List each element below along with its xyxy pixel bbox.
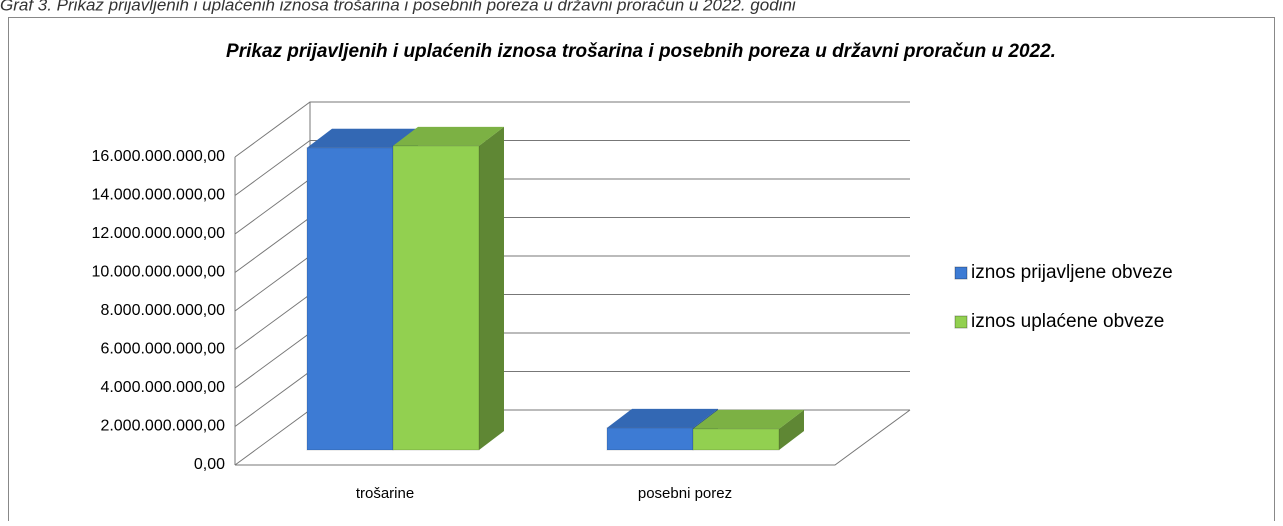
bar — [692, 428, 780, 451]
x-tick-label: posebni porez — [638, 485, 732, 502]
bar-side — [779, 409, 804, 450]
legend-swatch — [954, 315, 968, 329]
y-tick-label: 8.000.000.000,00 — [100, 302, 225, 319]
bar-top-shade — [607, 408, 718, 428]
bar-top-shade — [307, 128, 418, 148]
y-tick-label: 10.000.000.000,00 — [92, 264, 226, 281]
bar-top — [607, 408, 718, 428]
y-tick-label: 0,00 — [194, 456, 225, 473]
bar-side-shade — [779, 409, 804, 450]
legend-label: iznos prijavljene obveze — [971, 262, 1173, 283]
bar-top — [307, 128, 418, 148]
bar — [392, 145, 480, 451]
bar-top — [393, 126, 504, 146]
y-tick-label: 14.000.000.000,00 — [92, 187, 226, 204]
bar — [606, 427, 694, 451]
chart-frame — [8, 17, 1275, 526]
caption: Graf 3. Prikaz prijavljenih i uplaćenih … — [0, 0, 797, 14]
y-tick-label: 4.000.000.000,00 — [100, 379, 225, 396]
bar-side — [479, 126, 504, 450]
bar — [306, 147, 394, 451]
y-tick-label: 6.000.000.000,00 — [100, 341, 225, 358]
bar-top-shade — [693, 409, 804, 429]
y-tick-label: 12.000.000.000,00 — [92, 225, 226, 242]
y-tick-label: 2.000.000.000,00 — [100, 418, 225, 435]
bar-top — [693, 409, 804, 429]
legend-label: iznos uplaćene obveze — [971, 311, 1164, 332]
bar-side-shade — [479, 126, 504, 450]
y-tick-label: 16.000.000.000,00 — [92, 148, 226, 165]
chart-title: Prikaz prijavljenih i uplaćenih iznosa t… — [226, 41, 1056, 62]
bar-top-shade — [393, 126, 504, 146]
legend-swatch — [954, 266, 968, 280]
x-tick-label: trošarine — [356, 485, 414, 502]
floor — [235, 409, 911, 466]
